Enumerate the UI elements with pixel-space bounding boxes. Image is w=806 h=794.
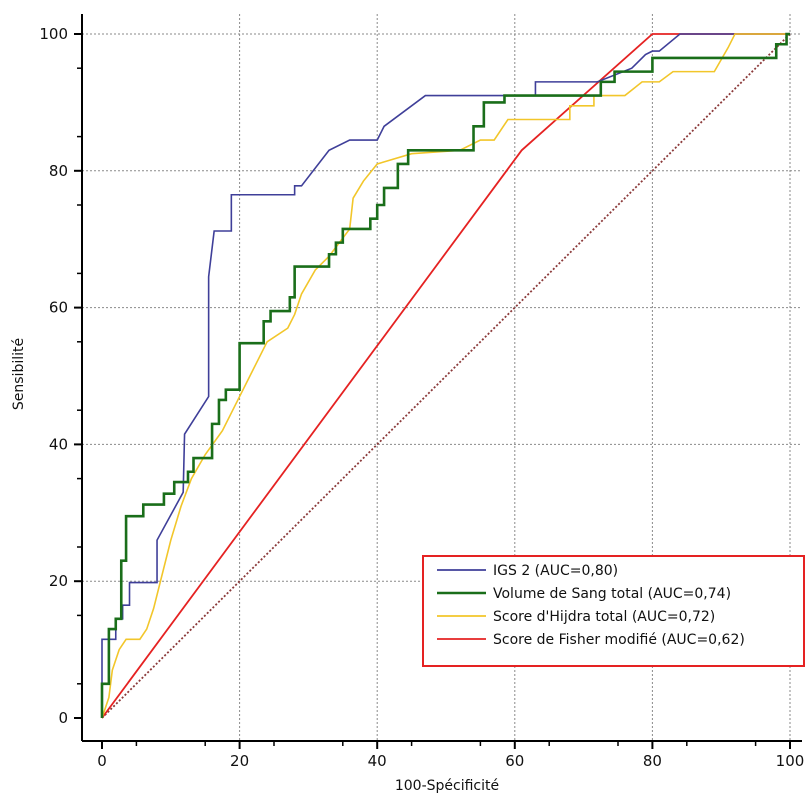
x-axis-title: 100-Spécificité [395,778,499,794]
x-tick-label: 20 [230,752,249,770]
x-tick-label: 80 [643,752,662,770]
y-tick-label: 20 [49,572,68,590]
y-tick-label: 80 [49,162,68,180]
volume-sang-curve [100,32,790,718]
legend-box [422,555,805,667]
ticks: 0 20 40 60 80 100 0 20 40 60 80 100 [39,25,804,770]
x-tick-label: 100 [776,752,805,770]
hijdra-curve [101,33,790,719]
axes [81,14,802,742]
x-tick-label: 60 [505,752,524,770]
legend-label: Score d'Hijdra total (AUC=0,72) [493,609,715,625]
x-tick-label: 0 [97,752,107,770]
y-tick-label: 60 [49,299,68,317]
y-tick-label: 100 [39,25,68,43]
legend: IGS 2 (AUC=0,80) Volume de Sang total (AU… [422,555,805,667]
x-tick-label: 40 [368,752,387,770]
y-axis-title: Sensibilité [11,338,27,410]
legend-label: Volume de Sang total (AUC=0,74) [493,586,731,602]
y-tick-label: 0 [58,709,68,727]
legend-label: IGS 2 (AUC=0,80) [493,563,618,579]
reference-diagonal-line [101,33,791,719]
legend-label: Score de Fisher modifié (AUC=0,62) [493,632,745,648]
y-tick-label: 40 [49,435,68,453]
series [100,32,791,719]
